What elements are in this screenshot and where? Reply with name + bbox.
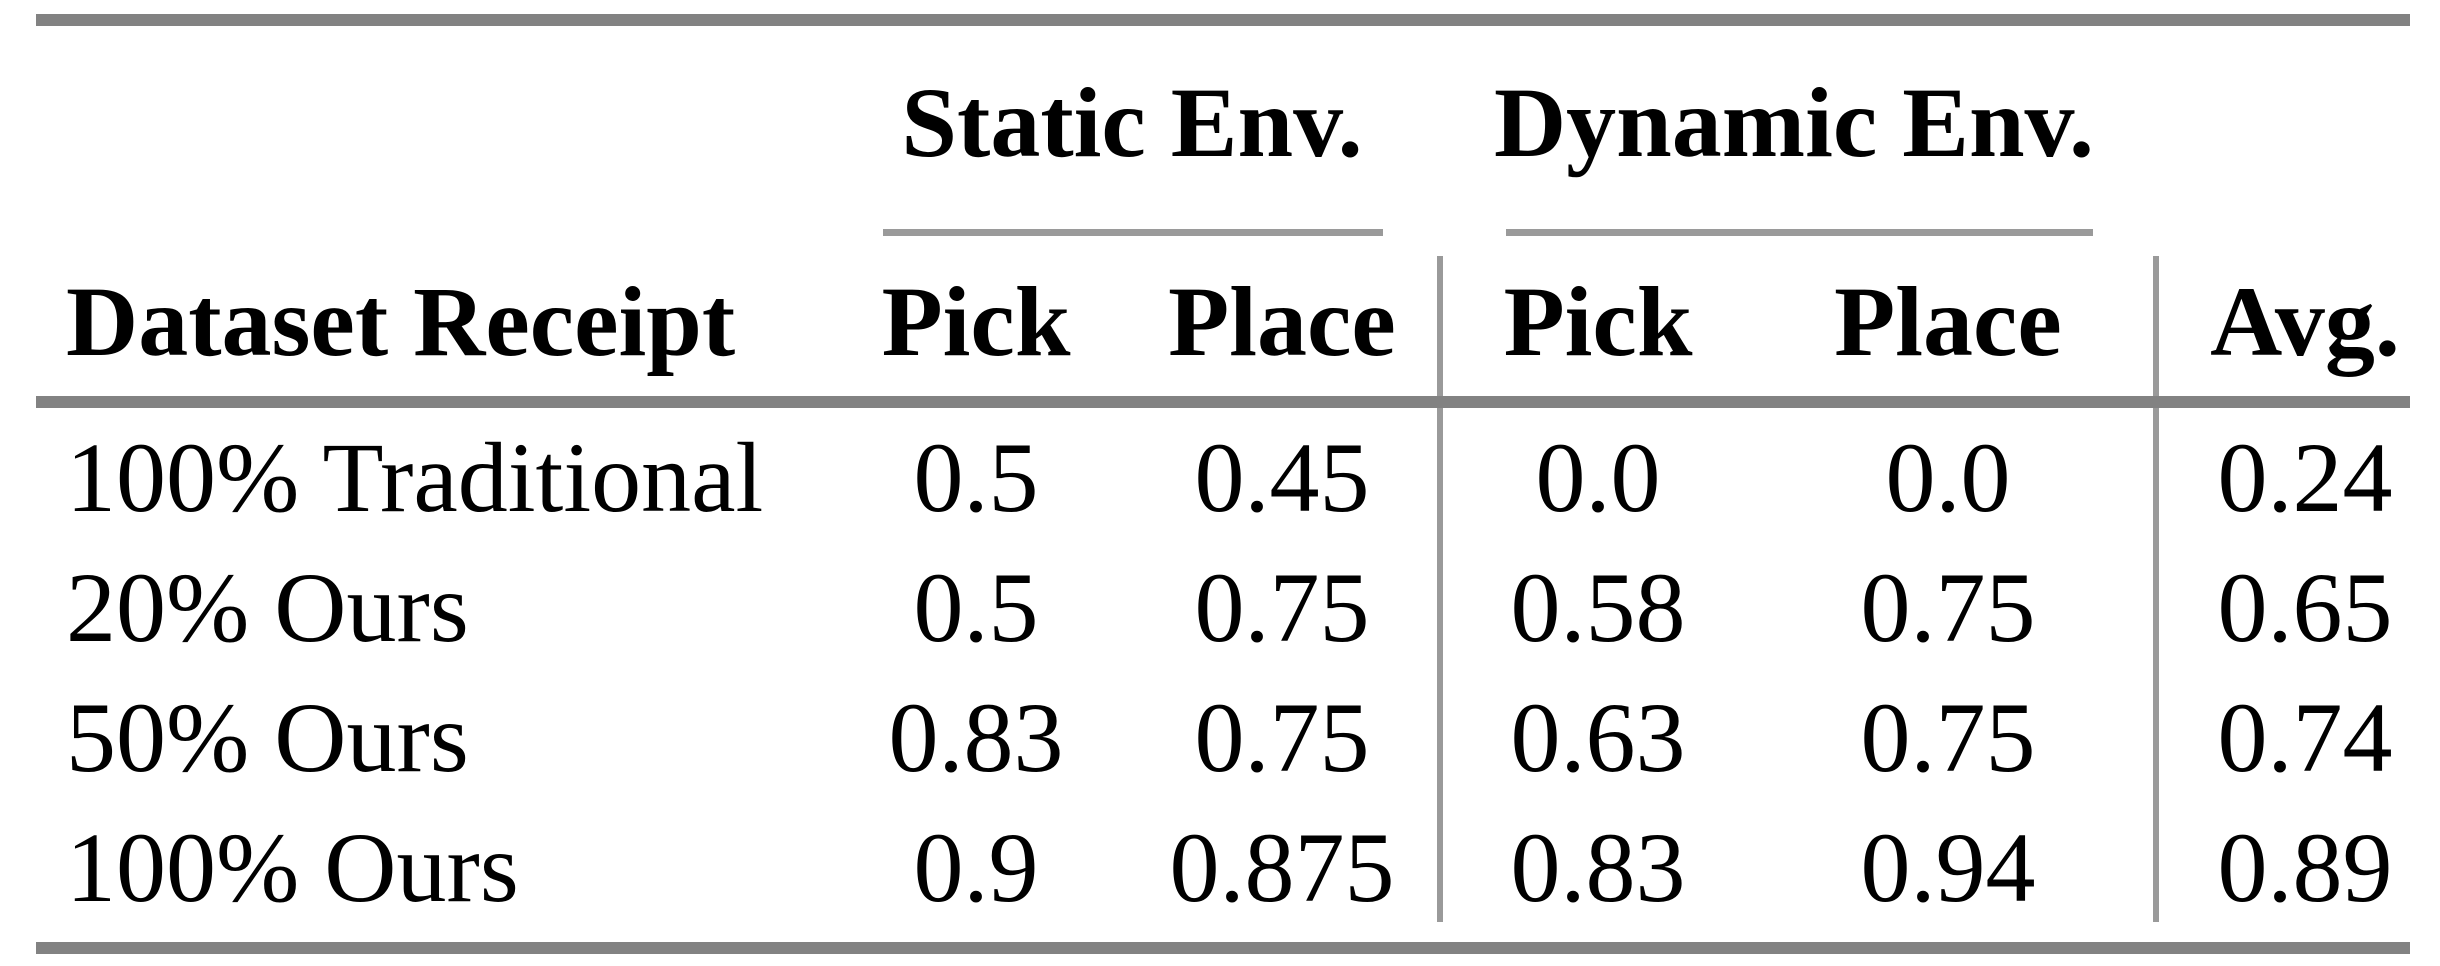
row-label: 50% Ours [66, 682, 469, 793]
row-label: 20% Ours [66, 552, 469, 663]
cell-value: 0.75 [1194, 552, 1370, 663]
cell-value: 0.65 [2217, 552, 2393, 663]
cell-value: 0.75 [1860, 552, 2036, 663]
row-label: 100% Ours [66, 812, 519, 923]
cell-value: 0.75 [1860, 682, 2036, 793]
cell-value: 0.24 [2217, 422, 2393, 533]
static-env-cmidrule [883, 229, 1383, 236]
cell-value: 0.89 [2217, 812, 2393, 923]
cell-value: 0.0 [1535, 422, 1661, 533]
cell-value: 0.45 [1194, 422, 1370, 533]
column-header-avg: Avg. [2210, 266, 2400, 377]
cell-value: 0.0 [1885, 422, 2011, 533]
row-label: 100% Traditional [66, 422, 764, 533]
column-header-dataset-receipt: Dataset Receipt [66, 266, 736, 377]
cell-value: 0.74 [2217, 682, 2393, 793]
dynamic-env-cmidrule [1506, 229, 2093, 236]
top-rule [36, 14, 2410, 26]
cell-value: 0.75 [1194, 682, 1370, 793]
column-header-static-pick: Pick [881, 266, 1071, 377]
vertical-rule-2-body [2153, 408, 2159, 922]
column-header-static-place: Place [1168, 266, 1396, 377]
cell-value: 0.875 [1169, 812, 1395, 923]
group-header-static-env: Static Env. [901, 67, 1363, 178]
column-header-dynamic-pick: Pick [1503, 266, 1693, 377]
vertical-rule-1-body [1437, 408, 1443, 922]
cell-value: 0.63 [1510, 682, 1686, 793]
cell-value: 0.5 [913, 552, 1039, 663]
group-header-dynamic-env: Dynamic Env. [1493, 67, 2095, 178]
bottom-rule [36, 942, 2410, 954]
vertical-rule-1-header [1437, 256, 1443, 396]
vertical-rule-2-header [2153, 256, 2159, 396]
cell-value: 0.83 [1510, 812, 1686, 923]
column-header-dynamic-place: Place [1834, 266, 2062, 377]
cell-value: 0.83 [888, 682, 1064, 793]
cell-value: 0.58 [1510, 552, 1686, 663]
header-rule [36, 396, 2410, 408]
cell-value: 0.5 [913, 422, 1039, 533]
cell-value: 0.9 [913, 812, 1039, 923]
cell-value: 0.94 [1860, 812, 2036, 923]
